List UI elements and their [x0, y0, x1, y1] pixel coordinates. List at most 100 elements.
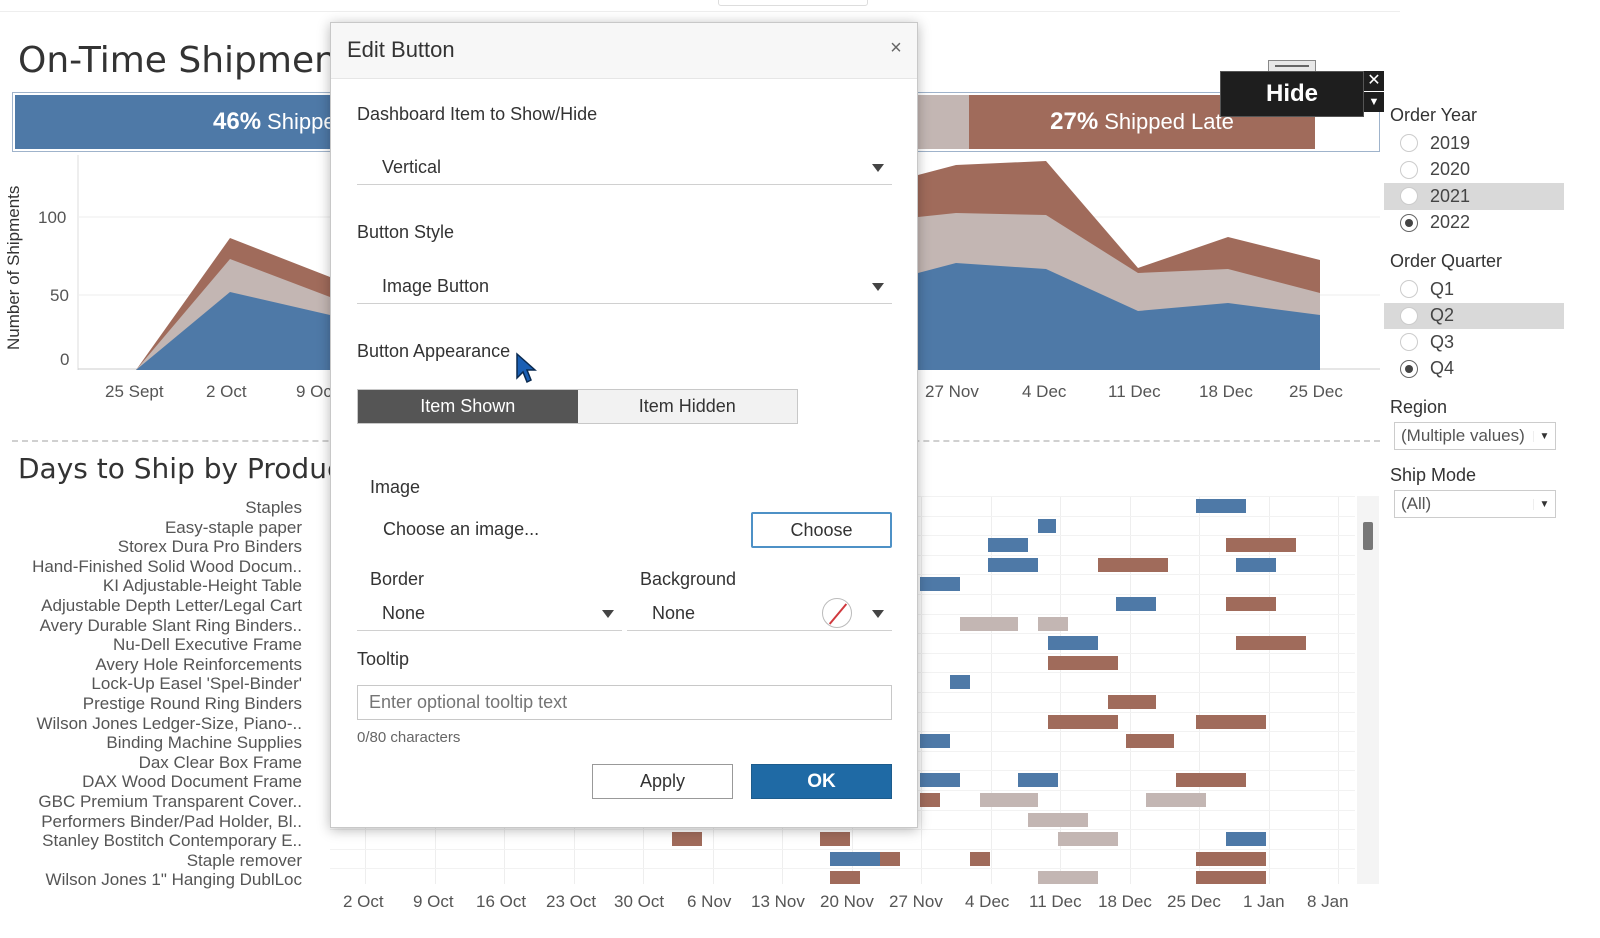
shipped-area-right	[918, 263, 1320, 370]
product-label[interactable]: Staple remover	[186, 850, 302, 870]
order-year-option-2021[interactable]: 2021	[1384, 183, 1564, 210]
ok-button[interactable]: OK	[751, 764, 892, 799]
option-label: Q1	[1430, 278, 1455, 299]
gantt-bar[interactable]	[1038, 871, 1098, 884]
hide-toggle-button[interactable]: Hide	[1220, 71, 1364, 117]
region-select[interactable]: (Multiple values) ▼	[1394, 422, 1556, 450]
gantt-bar[interactable]	[1196, 714, 1266, 729]
gantt-bar[interactable]	[1196, 871, 1266, 884]
product-label[interactable]: DAX Wood Document Frame	[82, 772, 302, 792]
gantt-bar[interactable]	[1196, 499, 1246, 513]
x-tick: 4 Dec	[1022, 382, 1067, 401]
product-label[interactable]: Adjustable Depth Letter/Legal Cart	[41, 595, 302, 615]
gantt-bar[interactable]	[970, 851, 990, 866]
product-label[interactable]: Avery Durable Slant Ring Binders..	[39, 615, 302, 635]
gantt-bar[interactable]	[672, 832, 702, 847]
product-label[interactable]: Dax Clear Box Frame	[138, 752, 302, 772]
close-icon[interactable]: ×	[890, 37, 902, 59]
hide-button-close-icon[interactable]: ✕	[1364, 71, 1384, 91]
hide-button-menu-icon[interactable]: ▼	[1364, 92, 1384, 112]
tooltip-input[interactable]	[357, 685, 892, 720]
gantt-bar[interactable]	[988, 557, 1038, 572]
order-quarter-option-q2[interactable]: Q2	[1384, 302, 1564, 329]
border-dropdown[interactable]: None	[357, 597, 622, 631]
gantt-bar[interactable]	[1236, 557, 1276, 572]
product-label[interactable]: Nu-Dell Executive Frame	[113, 635, 302, 655]
product-label[interactable]: Stanley Bostitch Contemporary E..	[42, 831, 302, 851]
product-label[interactable]: Avery Hole Reinforcements	[95, 654, 302, 674]
gantt-bar[interactable]	[1048, 655, 1118, 670]
product-label[interactable]: Wilson Jones Ledger-Size, Piano-..	[36, 713, 302, 733]
gantt-bar[interactable]	[830, 851, 880, 866]
gantt-bar[interactable]	[920, 577, 960, 592]
dialog-header[interactable]: Edit Button ×	[331, 23, 917, 79]
gantt-scrollbar[interactable]	[1357, 496, 1379, 884]
gantt-bar[interactable]	[920, 734, 950, 749]
choose-image-button[interactable]: Choose	[751, 512, 892, 548]
gantt-bar[interactable]	[1236, 636, 1306, 651]
gantt-bar[interactable]	[1048, 636, 1098, 651]
gantt-bar[interactable]	[880, 851, 900, 866]
gantt-bar[interactable]	[820, 832, 850, 847]
gantt-bar[interactable]	[1098, 557, 1168, 572]
button-style-dropdown[interactable]: Image Button	[357, 270, 892, 304]
gantt-bar[interactable]	[950, 675, 970, 690]
product-label[interactable]: Staples	[245, 498, 302, 517]
background-dropdown[interactable]: None	[627, 597, 892, 631]
apply-button[interactable]: Apply	[592, 764, 733, 799]
ship-mode-select[interactable]: (All) ▼	[1394, 490, 1556, 518]
product-label[interactable]: GBC Premium Transparent Cover..	[38, 791, 302, 811]
product-label[interactable]: KI Adjustable-Height Table	[102, 576, 302, 596]
filter-panel: Order Year 2019 2020 2021 2022 Order Qua…	[1384, 100, 1564, 518]
product-label[interactable]: Lock-Up Easel 'Spel-Binder'	[91, 674, 302, 694]
gantt-bar[interactable]	[1176, 773, 1246, 788]
option-label: 2019	[1430, 132, 1471, 153]
order-year-option-2020[interactable]: 2020	[1384, 157, 1564, 184]
gantt-bar[interactable]	[1028, 812, 1088, 827]
banner-late-segment[interactable]: 27% Shipped Late	[969, 95, 1315, 149]
product-label[interactable]: Hand-Finished Solid Wood Docum..	[32, 556, 302, 576]
tab-item-hidden[interactable]: Item Hidden	[577, 390, 797, 423]
product-label[interactable]: Performers Binder/Pad Holder, Bl..	[41, 811, 302, 831]
gantt-bar[interactable]	[1226, 832, 1266, 847]
gantt-x-tick: 13 Nov	[751, 892, 805, 911]
no-color-swatch-icon[interactable]	[822, 598, 852, 628]
gantt-bar[interactable]	[1126, 734, 1174, 749]
gantt-bar[interactable]	[988, 538, 1028, 553]
gantt-bar[interactable]	[1018, 773, 1058, 788]
product-label[interactable]: Prestige Round Ring Binders	[82, 693, 302, 713]
gantt-x-tick: 25 Dec	[1167, 892, 1221, 911]
gantt-bar[interactable]	[1226, 538, 1296, 553]
gantt-bar[interactable]	[920, 773, 960, 788]
gantt-gridline	[1129, 496, 1131, 884]
gantt-bar[interactable]	[980, 793, 1038, 807]
button-style-value: Image Button	[382, 276, 490, 296]
gantt-bar[interactable]	[1038, 616, 1068, 631]
item-to-show-hide-dropdown[interactable]: Vertical	[357, 151, 892, 185]
gantt-bar[interactable]	[960, 616, 1018, 631]
gantt-bar[interactable]	[1146, 793, 1206, 807]
tab-item-shown[interactable]: Item Shown	[358, 390, 578, 423]
product-label[interactable]: Storex Dura Pro Binders	[117, 537, 302, 557]
gantt-bar[interactable]	[1038, 518, 1056, 533]
order-quarter-option-q3[interactable]: Q3	[1384, 329, 1564, 356]
gantt-bar[interactable]	[1058, 832, 1118, 847]
button-appearance-label: Button Appearance	[357, 341, 511, 361]
order-quarter-option-q4[interactable]: Q4	[1384, 356, 1564, 383]
gantt-bar[interactable]	[830, 871, 860, 884]
order-quarter-option-q1[interactable]: Q1	[1384, 276, 1564, 303]
gantt-bar[interactable]	[1048, 714, 1118, 729]
scrollbar-thumb[interactable]	[1363, 522, 1373, 550]
gantt-bar[interactable]	[1226, 597, 1276, 611]
gantt-bar[interactable]	[1116, 597, 1156, 611]
toolbar-tab[interactable]	[718, 0, 868, 6]
banner-early-segment[interactable]	[915, 95, 969, 149]
product-label[interactable]: Wilson Jones 1" Hanging DublLoc	[45, 870, 302, 890]
gantt-bar[interactable]	[1196, 851, 1266, 866]
order-year-option-2019[interactable]: 2019	[1384, 130, 1564, 157]
product-label[interactable]: Binding Machine Supplies	[106, 733, 302, 753]
order-year-option-2022[interactable]: 2022	[1384, 210, 1564, 237]
gantt-bar[interactable]	[1108, 695, 1156, 709]
product-label[interactable]: Easy-staple paper	[164, 517, 302, 537]
gantt-bar[interactable]	[920, 793, 940, 807]
